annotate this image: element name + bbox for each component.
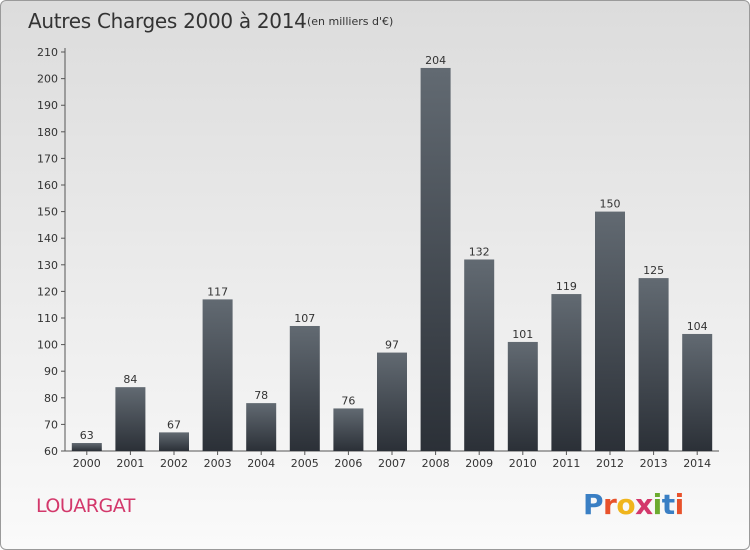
- data-label: 150: [600, 198, 621, 211]
- x-tick-label: 2002: [160, 457, 188, 470]
- bar-2013: [638, 278, 669, 451]
- y-tick-label: 60: [44, 445, 58, 458]
- x-tick-label: 2000: [73, 457, 101, 470]
- data-label: 125: [643, 264, 664, 277]
- bar-2010: [507, 341, 538, 451]
- x-tick-label: 2011: [552, 457, 580, 470]
- y-tick-label: 120: [37, 285, 58, 298]
- bar-2004: [246, 403, 277, 451]
- y-tick-label: 160: [37, 179, 58, 192]
- y-tick-label: 210: [37, 46, 58, 59]
- data-label: 78: [254, 389, 268, 402]
- x-tick-label: 2005: [291, 457, 319, 470]
- bar-2012: [595, 211, 625, 451]
- logo-letter: i: [652, 488, 663, 521]
- x-tick-label: 2008: [422, 457, 450, 470]
- bar-2001: [115, 387, 146, 451]
- bar-2014: [682, 333, 713, 451]
- y-tick-label: 80: [44, 392, 58, 405]
- bar-2002: [159, 432, 189, 451]
- logo-letter: t: [661, 488, 675, 521]
- logo-letter: i: [674, 488, 685, 521]
- bar-2008: [420, 67, 451, 452]
- data-labels: 63 84 67 117 78 107 76 97 204 132 101 119 150 125 104: [80, 54, 708, 442]
- x-tick-label: 2003: [204, 457, 232, 470]
- y-tick-label: 90: [44, 365, 58, 378]
- chart-unit: (en milliers d'€): [307, 15, 394, 28]
- y-tick-label: 200: [37, 73, 58, 86]
- bar-2007: [377, 352, 407, 451]
- data-label: 84: [123, 373, 137, 386]
- data-label: 204: [425, 54, 446, 67]
- chart-title: Autres Charges 2000 à 2014: [28, 9, 307, 33]
- y-tick-label: 150: [37, 206, 58, 219]
- data-label: 104: [687, 320, 708, 333]
- x-tick-label: 2006: [334, 457, 362, 470]
- y-tick-label: 180: [37, 126, 58, 139]
- x-tick-label: 2010: [509, 457, 537, 470]
- data-label: 117: [207, 285, 228, 298]
- y-tick-label: 100: [37, 339, 58, 352]
- axes: 60 70 80 90 100 110 120 130 140 150 160 170 180 190 20…: [37, 46, 719, 470]
- data-label: 132: [469, 245, 490, 258]
- x-tick-label: 2013: [640, 457, 668, 470]
- data-label: 101: [512, 328, 533, 341]
- x-tick-label: 2001: [116, 457, 144, 470]
- y-tick-label: 70: [44, 418, 58, 431]
- data-label: 67: [167, 418, 181, 431]
- y-tick-label: 130: [37, 259, 58, 272]
- bars: [71, 67, 713, 452]
- data-label: 76: [341, 394, 355, 407]
- y-tick-label: 190: [37, 99, 58, 112]
- x-tick-label: 2009: [465, 457, 493, 470]
- bar-2009: [464, 259, 495, 451]
- x-tick-label: 2014: [683, 457, 711, 470]
- location-name: LOUARGAT: [36, 495, 135, 517]
- bar-2011: [551, 294, 582, 451]
- bar-2000: [71, 443, 102, 451]
- x-tick-label: 2004: [247, 457, 275, 470]
- y-tick-label: 170: [37, 152, 58, 165]
- bar-2003: [202, 299, 233, 451]
- bar-2005: [289, 325, 320, 451]
- x-tick-label: 2012: [596, 457, 624, 470]
- data-label: 63: [80, 429, 94, 442]
- logo-letter: o: [616, 488, 636, 521]
- logo-letter: P: [583, 488, 604, 521]
- logo-letter: r: [603, 488, 617, 521]
- logo-letter: x: [635, 488, 653, 521]
- x-tick-label: 2007: [378, 457, 406, 470]
- data-label: 107: [294, 312, 315, 325]
- proxiti-logo[interactable]: Proxiti: [583, 488, 684, 521]
- data-label: 97: [385, 339, 399, 352]
- y-tick-label: 140: [37, 232, 58, 245]
- y-tick-label: 110: [37, 312, 58, 325]
- data-label: 119: [556, 280, 577, 293]
- bar-2006: [333, 408, 364, 451]
